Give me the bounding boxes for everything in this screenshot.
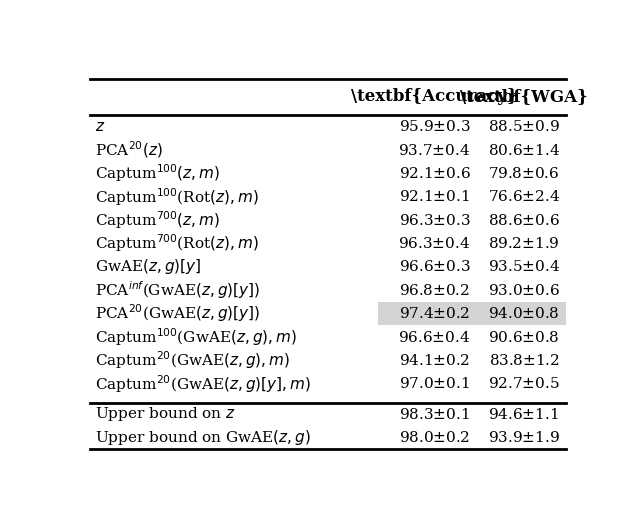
Text: 93.5$\pm$0.4: 93.5$\pm$0.4 (488, 259, 560, 275)
Text: 96.6$\pm$0.3: 96.6$\pm$0.3 (399, 259, 470, 275)
Text: 96.8$\pm$0.2: 96.8$\pm$0.2 (399, 283, 470, 298)
Text: PCA$^{inf}$(GwAE$(z, g)[y])$: PCA$^{inf}$(GwAE$(z, g)[y])$ (95, 279, 260, 301)
Text: 83.8$\pm$1.2: 83.8$\pm$1.2 (488, 353, 559, 368)
Text: 96.3$\pm$0.3: 96.3$\pm$0.3 (399, 213, 470, 228)
Text: 95.9$\pm$0.3: 95.9$\pm$0.3 (399, 119, 470, 134)
Text: 98.3$\pm$0.1: 98.3$\pm$0.1 (399, 407, 470, 422)
Text: 88.5$\pm$0.9: 88.5$\pm$0.9 (488, 119, 560, 134)
Text: 94.6$\pm$1.1: 94.6$\pm$1.1 (488, 407, 559, 422)
Text: 93.9$\pm$1.9: 93.9$\pm$1.9 (488, 430, 560, 445)
Text: 92.1$\pm$0.1: 92.1$\pm$0.1 (399, 189, 470, 204)
Text: $z$: $z$ (95, 120, 105, 134)
Text: PCA$^{20}$$(z)$: PCA$^{20}$$(z)$ (95, 140, 163, 161)
Text: 96.3$\pm$0.4: 96.3$\pm$0.4 (399, 236, 471, 251)
Text: Captum$^{100}$(Rot$(z), m)$: Captum$^{100}$(Rot$(z), m)$ (95, 186, 259, 208)
Text: Captum$^{700}$$(z, m)$: Captum$^{700}$$(z, m)$ (95, 209, 220, 231)
Text: Captum$^{20}$(GwAE$(z, g)[y], m)$: Captum$^{20}$(GwAE$(z, g)[y], m)$ (95, 373, 311, 394)
Text: 89.2$\pm$1.9: 89.2$\pm$1.9 (488, 236, 560, 251)
Text: Upper bound on GwAE$(z, g)$: Upper bound on GwAE$(z, g)$ (95, 428, 311, 447)
Text: 98.0$\pm$0.2: 98.0$\pm$0.2 (399, 430, 470, 445)
Text: 92.1$\pm$0.6: 92.1$\pm$0.6 (399, 166, 470, 181)
Text: 79.8$\pm$0.6: 79.8$\pm$0.6 (488, 166, 559, 181)
Text: 96.6$\pm$0.4: 96.6$\pm$0.4 (399, 329, 471, 345)
Text: Captum$^{100}$(GwAE$(z, g), m)$: Captum$^{100}$(GwAE$(z, g), m)$ (95, 326, 297, 348)
Text: GwAE$(z, g)[y]$: GwAE$(z, g)[y]$ (95, 257, 202, 277)
Text: 97.4$\pm$0.2: 97.4$\pm$0.2 (399, 306, 470, 321)
Text: Upper bound on $z$: Upper bound on $z$ (95, 405, 236, 423)
Text: 93.7$\pm$0.4: 93.7$\pm$0.4 (399, 143, 471, 157)
Bar (378, 302, 566, 325)
Text: 90.6$\pm$0.8: 90.6$\pm$0.8 (488, 329, 559, 345)
Text: 93.0$\pm$0.6: 93.0$\pm$0.6 (488, 283, 560, 298)
Text: Captum$^{100}$$(z, m)$: Captum$^{100}$$(z, m)$ (95, 163, 220, 184)
Text: Captum$^{20}$(GwAE$(z, g), m)$: Captum$^{20}$(GwAE$(z, g), m)$ (95, 349, 290, 371)
Text: 94.1$\pm$0.2: 94.1$\pm$0.2 (399, 353, 470, 368)
Text: Captum$^{700}$(Rot$(z), m)$: Captum$^{700}$(Rot$(z), m)$ (95, 233, 259, 254)
Text: \textbf{WGA}: \textbf{WGA} (460, 88, 588, 106)
Text: 94.0$\pm$0.8: 94.0$\pm$0.8 (488, 306, 559, 321)
Text: 76.6$\pm$2.4: 76.6$\pm$2.4 (488, 189, 560, 204)
Text: 80.6$\pm$1.4: 80.6$\pm$1.4 (488, 143, 560, 157)
Text: \textbf{Accuracy}: \textbf{Accuracy} (351, 88, 518, 106)
Text: 88.6$\pm$0.6: 88.6$\pm$0.6 (488, 213, 560, 228)
Text: PCA$^{20}$(GwAE$(z, g)[y])$: PCA$^{20}$(GwAE$(z, g)[y])$ (95, 303, 260, 324)
Text: 97.0$\pm$0.1: 97.0$\pm$0.1 (399, 376, 470, 391)
Text: 92.7$\pm$0.5: 92.7$\pm$0.5 (488, 376, 560, 391)
